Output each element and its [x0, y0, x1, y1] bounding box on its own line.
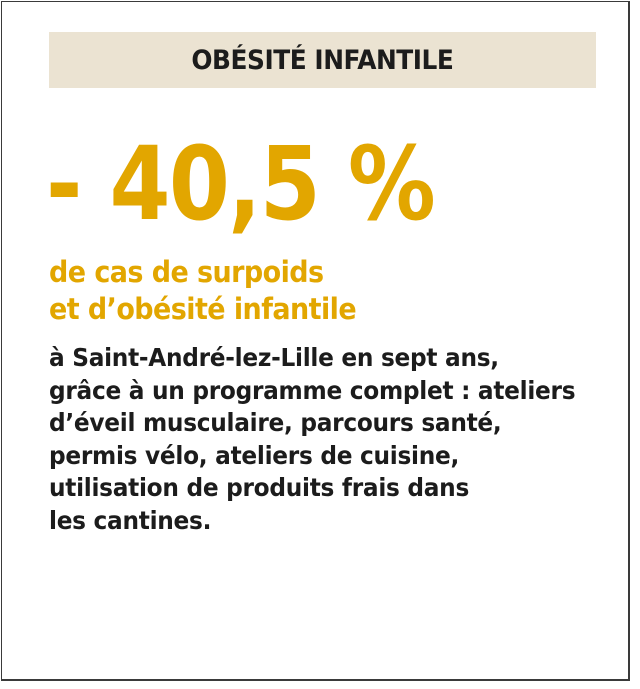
description-line: à Saint-André-lez-Lille en sept ans, — [49, 343, 499, 372]
header-band: OBÉSITÉ INFANTILE — [49, 32, 596, 88]
caption-line: de cas de surpoids — [49, 255, 324, 289]
description-line: utilisation de produits frais dans — [49, 473, 470, 502]
description-line: d’éveil musculaire, parcours santé, — [49, 408, 502, 437]
caption-line: et d’obésité infantile — [49, 292, 357, 326]
section-title: OBÉSITÉ INFANTILE — [191, 44, 454, 76]
infobox-frame: OBÉSITÉ INFANTILE - 40,5 % de cas de sur… — [1, 1, 630, 681]
description-line: permis vélo, ateliers de cuisine, — [49, 440, 460, 470]
description-line: les cantines. — [49, 505, 212, 535]
statistic-caption: de cas de surpoids et d’obésité infantil… — [49, 254, 357, 328]
description-paragraph: à Saint-André-lez-Lille en sept ans, grâ… — [49, 342, 576, 537]
description-line: grâce à un programme complet : ateliers — [49, 375, 576, 405]
statistic-value: - 40,5 % — [46, 125, 436, 244]
